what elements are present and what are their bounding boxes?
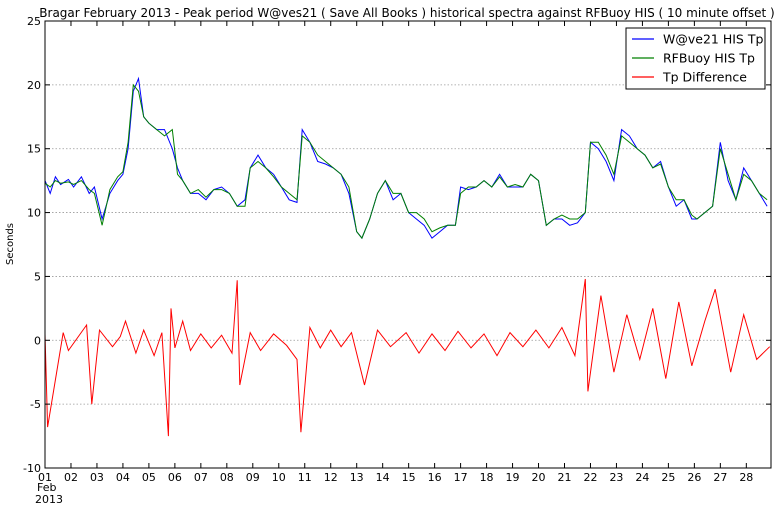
x-tick-label: 21 <box>557 471 571 484</box>
x-tick-label: 23 <box>609 471 623 484</box>
x-tick-label: 20 <box>532 471 546 484</box>
x-tick-label: 12 <box>324 471 338 484</box>
y-tick-label: -5 <box>30 398 41 411</box>
x-tick-label: 28 <box>739 471 753 484</box>
x-tick-label: 04 <box>116 471 130 484</box>
legend: W@ve21 HIS Tp RFBuoy HIS Tp Tp Difference <box>625 27 766 90</box>
x-tick-label: 05 <box>142 471 156 484</box>
x-tick-label: 19 <box>506 471 520 484</box>
x-sublabel-year: 2013 <box>35 493 63 506</box>
y-tick-label: 0 <box>34 334 41 347</box>
x-tick-label: 24 <box>635 471 649 484</box>
y-tick-label: 15 <box>27 143 41 156</box>
x-sublabel-month: Feb <box>37 481 56 494</box>
legend-label-rfbuoy: RFBuoy HIS Tp <box>663 51 755 66</box>
y-tick-label: 5 <box>34 270 41 283</box>
legend-label-difference: Tp Difference <box>662 70 747 85</box>
series-line-rfbuoy <box>44 83 768 240</box>
x-tick-label: 27 <box>713 471 727 484</box>
x-tick-label: 16 <box>428 471 442 484</box>
x-tick-label: 06 <box>168 471 182 484</box>
x-tick-label: 25 <box>661 471 675 484</box>
x-tick-label: 01 <box>38 471 52 484</box>
x-tick-label: 18 <box>480 471 494 484</box>
series-line-difference <box>44 278 771 437</box>
x-tick-label: 13 <box>350 471 364 484</box>
y-tick-label: -10 <box>23 462 41 475</box>
y-tick-label: 20 <box>27 79 41 92</box>
x-tick-label: 22 <box>583 471 597 484</box>
x-tick-label: 17 <box>454 471 468 484</box>
x-tick-label: 14 <box>376 471 390 484</box>
x-tick-label: 15 <box>402 471 416 484</box>
x-tick-label: 08 <box>220 471 234 484</box>
x-tick-label: 07 <box>194 471 208 484</box>
y-tick-label: 25 <box>27 15 41 28</box>
x-tick-label: 02 <box>64 471 78 484</box>
x-tick-label: 10 <box>272 471 286 484</box>
plot-area <box>44 76 771 437</box>
y-tick-label: 10 <box>27 207 41 220</box>
x-tick-label: 11 <box>298 471 312 484</box>
plot-frame <box>44 20 772 469</box>
chart-title: Bragar February 2013 - Peak period W@ves… <box>39 6 774 20</box>
x-tick-label: 03 <box>90 471 104 484</box>
x-tick-label: 26 <box>687 471 701 484</box>
x-axis: 01 02 03 04 05 06 07 08 09 10 11 12 13 14 15 16 17 18 19 20… <box>38 21 753 484</box>
y-axis-label: Seconds <box>5 223 16 265</box>
x-tick-label: 09 <box>246 471 260 484</box>
legend-label-waves21: W@ve21 HIS Tp <box>663 32 763 47</box>
y-axis: -10 -5 0 5 10 15 20 25 <box>23 15 771 475</box>
